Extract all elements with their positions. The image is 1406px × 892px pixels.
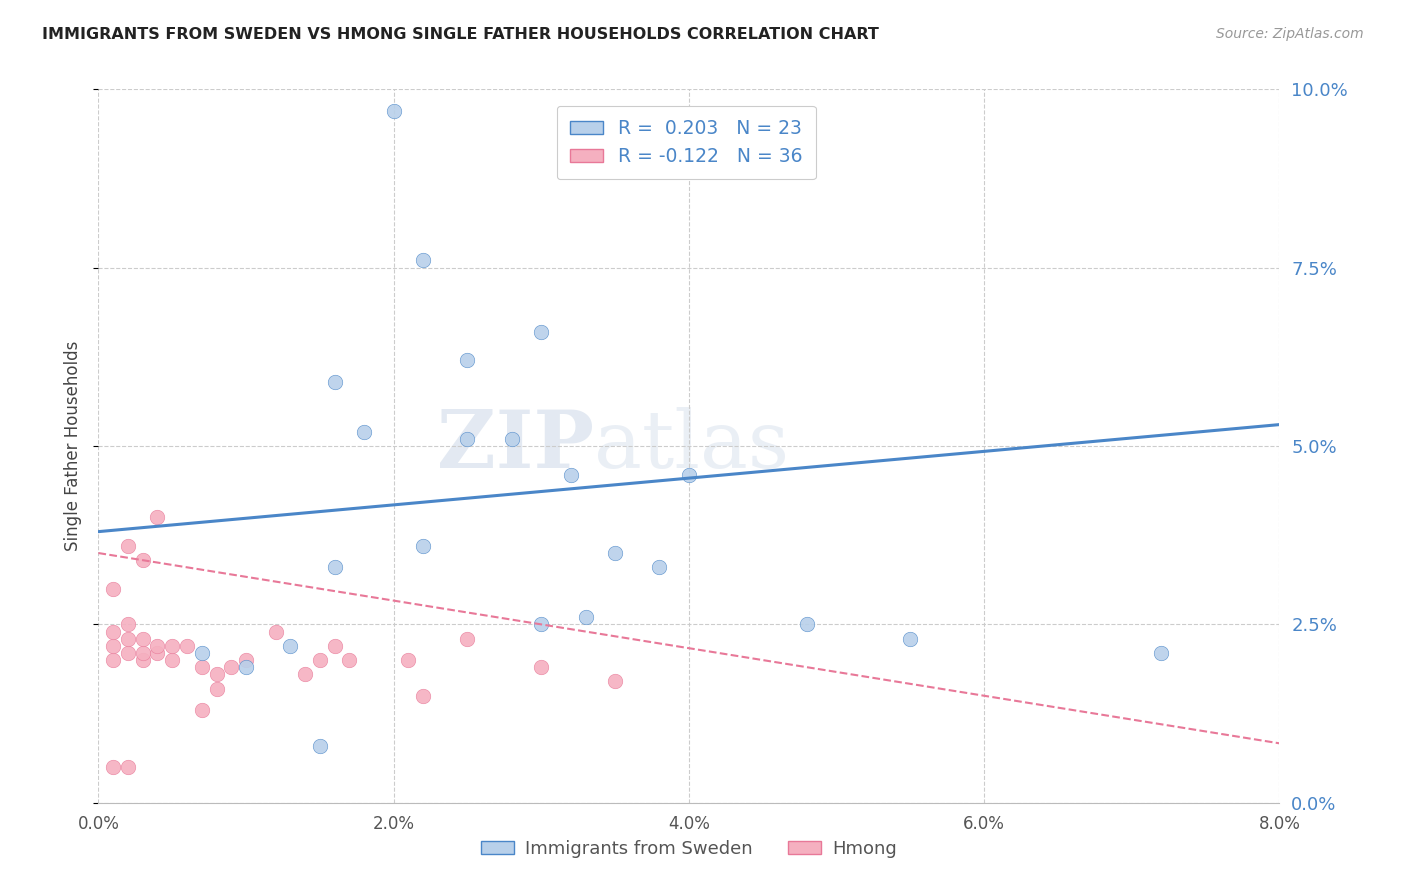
Text: ZIP: ZIP xyxy=(437,407,595,485)
Point xyxy=(796,617,818,632)
Point xyxy=(219,660,242,674)
Point xyxy=(323,375,346,389)
Point xyxy=(235,653,257,667)
Point xyxy=(337,653,360,667)
Point xyxy=(1150,646,1173,660)
Point xyxy=(146,510,169,524)
Point xyxy=(132,553,155,567)
Point xyxy=(117,539,139,553)
Point xyxy=(176,639,198,653)
Text: IMMIGRANTS FROM SWEDEN VS HMONG SINGLE FATHER HOUSEHOLDS CORRELATION CHART: IMMIGRANTS FROM SWEDEN VS HMONG SINGLE F… xyxy=(42,27,879,42)
Point xyxy=(456,632,478,646)
Point xyxy=(353,425,375,439)
Legend: Immigrants from Sweden, Hmong: Immigrants from Sweden, Hmong xyxy=(474,833,904,865)
Point xyxy=(456,353,478,368)
Point xyxy=(103,639,125,653)
Point xyxy=(678,467,700,482)
Point xyxy=(146,639,169,653)
Point xyxy=(103,760,125,774)
Point xyxy=(560,467,582,482)
Point xyxy=(501,432,523,446)
Point xyxy=(205,667,228,681)
Point xyxy=(117,760,139,774)
Point xyxy=(530,660,553,674)
Point xyxy=(132,632,155,646)
Point xyxy=(103,653,125,667)
Point xyxy=(412,539,434,553)
Point xyxy=(323,560,346,574)
Point xyxy=(574,610,596,624)
Text: atlas: atlas xyxy=(595,407,790,485)
Point xyxy=(900,632,922,646)
Point xyxy=(103,624,125,639)
Point xyxy=(132,653,155,667)
Point xyxy=(412,689,434,703)
Point xyxy=(264,624,287,639)
Point xyxy=(648,560,671,574)
Point xyxy=(162,653,183,667)
Point xyxy=(235,660,257,674)
Point xyxy=(191,703,214,717)
Point xyxy=(308,739,332,753)
Point xyxy=(191,660,214,674)
Point xyxy=(294,667,316,681)
Point xyxy=(396,653,419,667)
Point xyxy=(191,646,214,660)
Point xyxy=(278,639,302,653)
Point xyxy=(530,325,553,339)
Point xyxy=(530,617,553,632)
Point xyxy=(103,582,125,596)
Point xyxy=(382,103,405,118)
Point xyxy=(412,253,434,268)
Point xyxy=(132,646,155,660)
Point xyxy=(323,639,346,653)
Point xyxy=(605,546,627,560)
Point xyxy=(456,432,478,446)
Point xyxy=(205,681,228,696)
Point xyxy=(117,646,139,660)
Point xyxy=(117,632,139,646)
Y-axis label: Single Father Households: Single Father Households xyxy=(65,341,83,551)
Point xyxy=(117,617,139,632)
Point xyxy=(162,639,183,653)
Point xyxy=(146,646,169,660)
Point xyxy=(605,674,627,689)
Point xyxy=(308,653,332,667)
Text: Source: ZipAtlas.com: Source: ZipAtlas.com xyxy=(1216,27,1364,41)
